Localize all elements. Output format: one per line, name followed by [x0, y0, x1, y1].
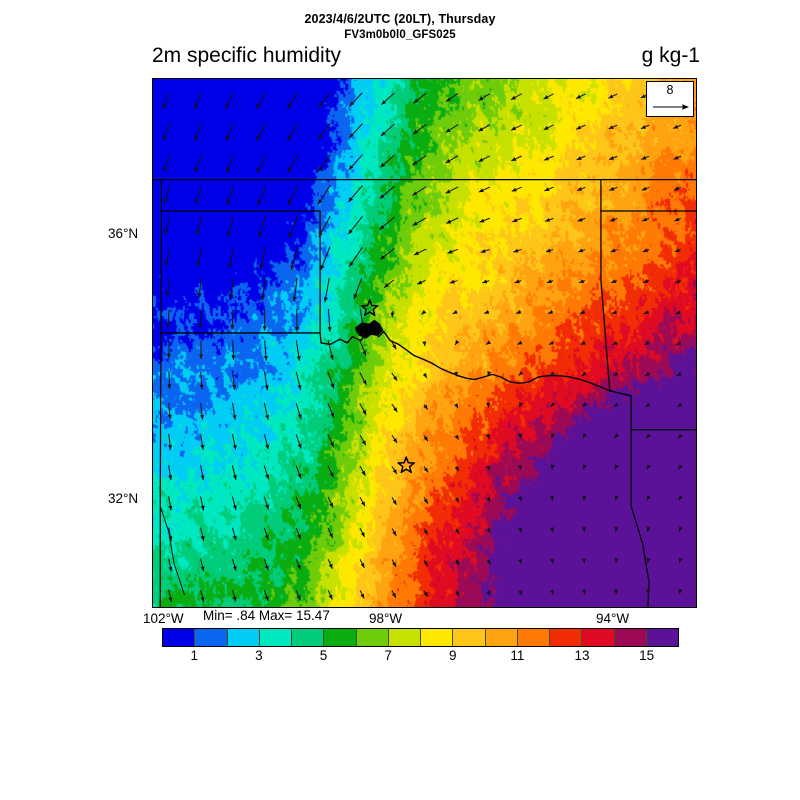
colorbar-cell [421, 629, 454, 646]
colorbar-tick-label: 3 [255, 648, 263, 663]
title-datetime: 2023/4/6/2UTC (20LT), Thursday [304, 12, 496, 26]
colorbar-cell [163, 629, 196, 646]
colorbar-tick-label: 9 [449, 648, 457, 663]
colorbar-cell [453, 629, 486, 646]
colorbar-cell [485, 629, 518, 646]
colorbar-cell [259, 629, 292, 646]
colorbar-tick-label: 11 [510, 648, 525, 663]
humidity-heatmap-canvas [153, 79, 696, 607]
title-model-name: FV3m0b0l0_GFS025 [344, 29, 456, 41]
colorbar-cell [646, 629, 678, 646]
wind-reference-arrow-icon [653, 104, 689, 110]
colorbar-tick-labels: 1 3 5 7 9 11 13 15 [162, 648, 679, 666]
colorbar [162, 628, 679, 647]
axis-label-lon-94w: 94°W [596, 611, 630, 626]
colorbar-cell [324, 629, 357, 646]
colorbar-tick-label: 7 [384, 648, 392, 663]
colorbar-strip [162, 628, 679, 647]
colorbar-tick-label: 5 [319, 648, 328, 663]
wind-reference-legend: 8 [646, 81, 694, 117]
axis-label-lat-32n: 32°N [108, 491, 139, 506]
map-plot-area[interactable]: 8 [152, 78, 697, 608]
colorbar-cell [227, 629, 260, 646]
colorbar-cell [582, 629, 615, 646]
colorbar-cell [614, 629, 647, 646]
colorbar-cell [517, 629, 550, 646]
colorbar-cell [292, 629, 325, 646]
page-title: 2m specific humidity [152, 44, 342, 67]
colorbar-tick-label: 1 [190, 648, 199, 663]
wind-reference-value: 8 [666, 83, 674, 97]
colorbar-tick-label: 15 [639, 648, 655, 663]
colorbar-cell [195, 629, 228, 646]
colorbar-cell [388, 629, 421, 646]
min-max-annotation: Min= .84 Max= 15.47 [203, 608, 330, 623]
axis-label-lon-98w: 98°W [369, 611, 403, 626]
axis-label-lon-102w: 102°W [143, 611, 184, 626]
units-label: g kg-1 [641, 44, 700, 67]
colorbar-cell [356, 629, 389, 646]
axis-label-lat-36n: 36°N [108, 226, 139, 241]
colorbar-tick-label: 13 [574, 648, 590, 663]
chart-header: 2023/4/6/2UTC (20LT), Thursday FV3m0b0l0… [0, 0, 800, 78]
colorbar-cell [550, 629, 583, 646]
